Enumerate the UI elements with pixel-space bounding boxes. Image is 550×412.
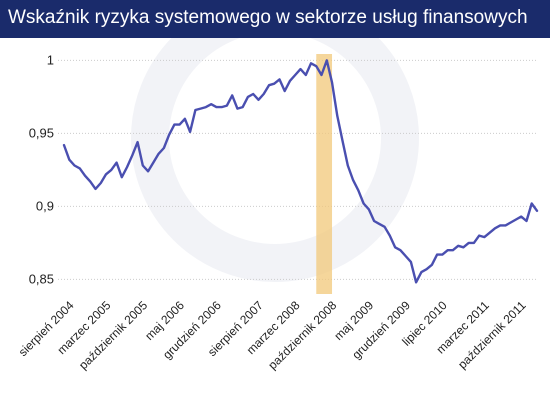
grid bbox=[58, 59, 537, 280]
y-axis-ticks: 0,85 0,9 0,95 1 bbox=[29, 52, 54, 286]
y-tick-label: 1 bbox=[47, 52, 54, 67]
y-tick-label: 0,95 bbox=[29, 125, 54, 140]
watermark bbox=[131, 38, 419, 282]
y-tick-label: 0,85 bbox=[29, 271, 54, 286]
x-tick-label: październik 2011 bbox=[455, 298, 529, 372]
highlight-rect bbox=[316, 54, 333, 294]
highlight-band bbox=[316, 54, 333, 294]
x-tick-label: październik 2008 bbox=[265, 298, 339, 372]
chart-title: Wskaźnik ryzyka systemowego w sektorze u… bbox=[8, 7, 528, 28]
series-line bbox=[62, 59, 539, 284]
series-lines bbox=[62, 59, 539, 284]
y-tick-label: 0,9 bbox=[36, 198, 54, 213]
title-bar: Wskaźnik ryzyka systemowego w sektorze u… bbox=[0, 0, 550, 38]
x-tick-label: październik 2005 bbox=[76, 298, 150, 372]
